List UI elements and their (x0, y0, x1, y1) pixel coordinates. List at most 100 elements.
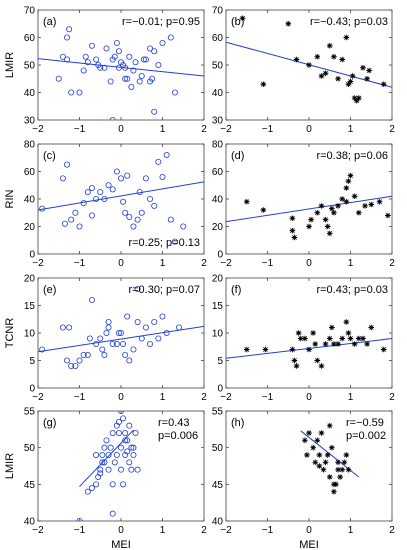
data-point (312, 341, 319, 347)
data-point (109, 429, 116, 436)
data-point (324, 223, 331, 230)
y-tick-label: 60 (24, 33, 36, 44)
data-point (360, 64, 366, 71)
y-axis-label: TCNR (4, 318, 16, 349)
data-point (109, 117, 116, 120)
x-tick-label: 2 (389, 258, 395, 269)
data-point (345, 466, 352, 473)
data-point (76, 357, 83, 364)
x-tick-label: −1 (262, 258, 274, 269)
data-point (84, 59, 91, 66)
data-point (302, 437, 308, 444)
data-point (126, 53, 133, 60)
data-point (111, 459, 118, 466)
data-point (314, 209, 321, 216)
data-point (130, 451, 137, 458)
data-point (113, 451, 120, 458)
data-point (120, 481, 127, 488)
data-point (68, 89, 75, 96)
stat-annotation: r=0.38; p=0.06 (316, 150, 388, 162)
x-tick-label: 1 (160, 258, 166, 269)
data-point (88, 484, 95, 491)
data-point (335, 466, 341, 473)
data-point (335, 459, 341, 466)
y-tick-label: 60 (212, 33, 224, 44)
data-point (124, 75, 131, 82)
data-point (39, 205, 46, 212)
panel-label: (h) (231, 417, 244, 429)
data-point (64, 56, 71, 63)
data-point (329, 205, 335, 212)
y-axis-label: RIN (4, 189, 16, 208)
data-point (122, 209, 129, 216)
data-point (76, 223, 83, 230)
data-point (151, 202, 158, 209)
x-tick-label: 1 (160, 525, 166, 536)
data-point (351, 193, 358, 200)
stat-annotation: r=−0.43; p=0.03 (310, 16, 388, 28)
y-tick-label: 55 (212, 407, 224, 418)
x-tick-label: −1 (74, 258, 86, 269)
x-tick-label: −1 (74, 392, 86, 403)
y-axis-label: LMIR (4, 52, 16, 78)
data-point (306, 346, 312, 353)
x-tick-label: −2 (220, 392, 232, 403)
data-point (339, 196, 345, 202)
y-tick-label: 40 (24, 517, 36, 528)
y-tick-label: 30 (24, 116, 36, 127)
y-tick-label: 80 (24, 140, 36, 151)
data-point (337, 474, 343, 480)
data-point (322, 216, 329, 223)
data-point (93, 481, 100, 488)
data-point (151, 318, 158, 325)
data-point (333, 481, 339, 488)
data-point (356, 209, 362, 216)
data-point (345, 178, 352, 184)
panel-g: −2 −1 0 1 2 40 45 50 55 LMIR MEI (g) r=0.43p=0.006 (4, 407, 207, 550)
data-point (343, 34, 350, 41)
data-point (368, 201, 375, 208)
x-tick-label: 0 (306, 392, 312, 403)
data-point (66, 26, 73, 33)
plot-area (226, 319, 392, 369)
x-tick-label: −2 (32, 525, 44, 536)
y-tick-label: 5 (217, 356, 223, 367)
data-point (115, 429, 122, 436)
x-tick-label: 0 (306, 258, 312, 269)
y-tick-label: 0 (29, 250, 35, 261)
x-tick-label: −1 (74, 124, 86, 135)
data-point (76, 518, 83, 521)
data-point (120, 415, 127, 422)
data-point (105, 451, 112, 458)
data-point (138, 335, 145, 342)
data-point (120, 198, 127, 205)
data-point (331, 209, 337, 216)
y-tick-label: 40 (24, 88, 36, 99)
data-point (318, 73, 325, 79)
data-point (122, 64, 129, 71)
data-point (126, 213, 133, 220)
data-point (124, 448, 131, 455)
data-point (59, 175, 66, 182)
data-point (88, 184, 95, 191)
data-point (134, 285, 141, 292)
y-tick-label: 0 (217, 384, 223, 395)
data-point (122, 351, 129, 358)
data-point (167, 216, 174, 223)
x-tick-label: −1 (262, 124, 274, 135)
panel-h: −2 −1 0 1 2 40 45 50 55 MEI (h) r=−0.59p=0.002 (212, 407, 395, 550)
panel-a: −2 −1 0 1 2 30 40 50 60 70 LMIR (a) r=−0.01; p=0.95 (4, 6, 207, 136)
data-point (318, 363, 325, 369)
data-point (364, 341, 370, 347)
x-tick-label: 1 (348, 124, 354, 135)
data-point (136, 78, 143, 85)
plot-frame (37, 277, 205, 389)
data-point (159, 313, 166, 320)
data-point (304, 452, 310, 458)
data-point (291, 357, 298, 364)
data-point (122, 429, 129, 436)
x-tick-label: 2 (201, 392, 207, 403)
data-point (163, 329, 170, 336)
x-tick-label: 2 (389, 392, 395, 403)
